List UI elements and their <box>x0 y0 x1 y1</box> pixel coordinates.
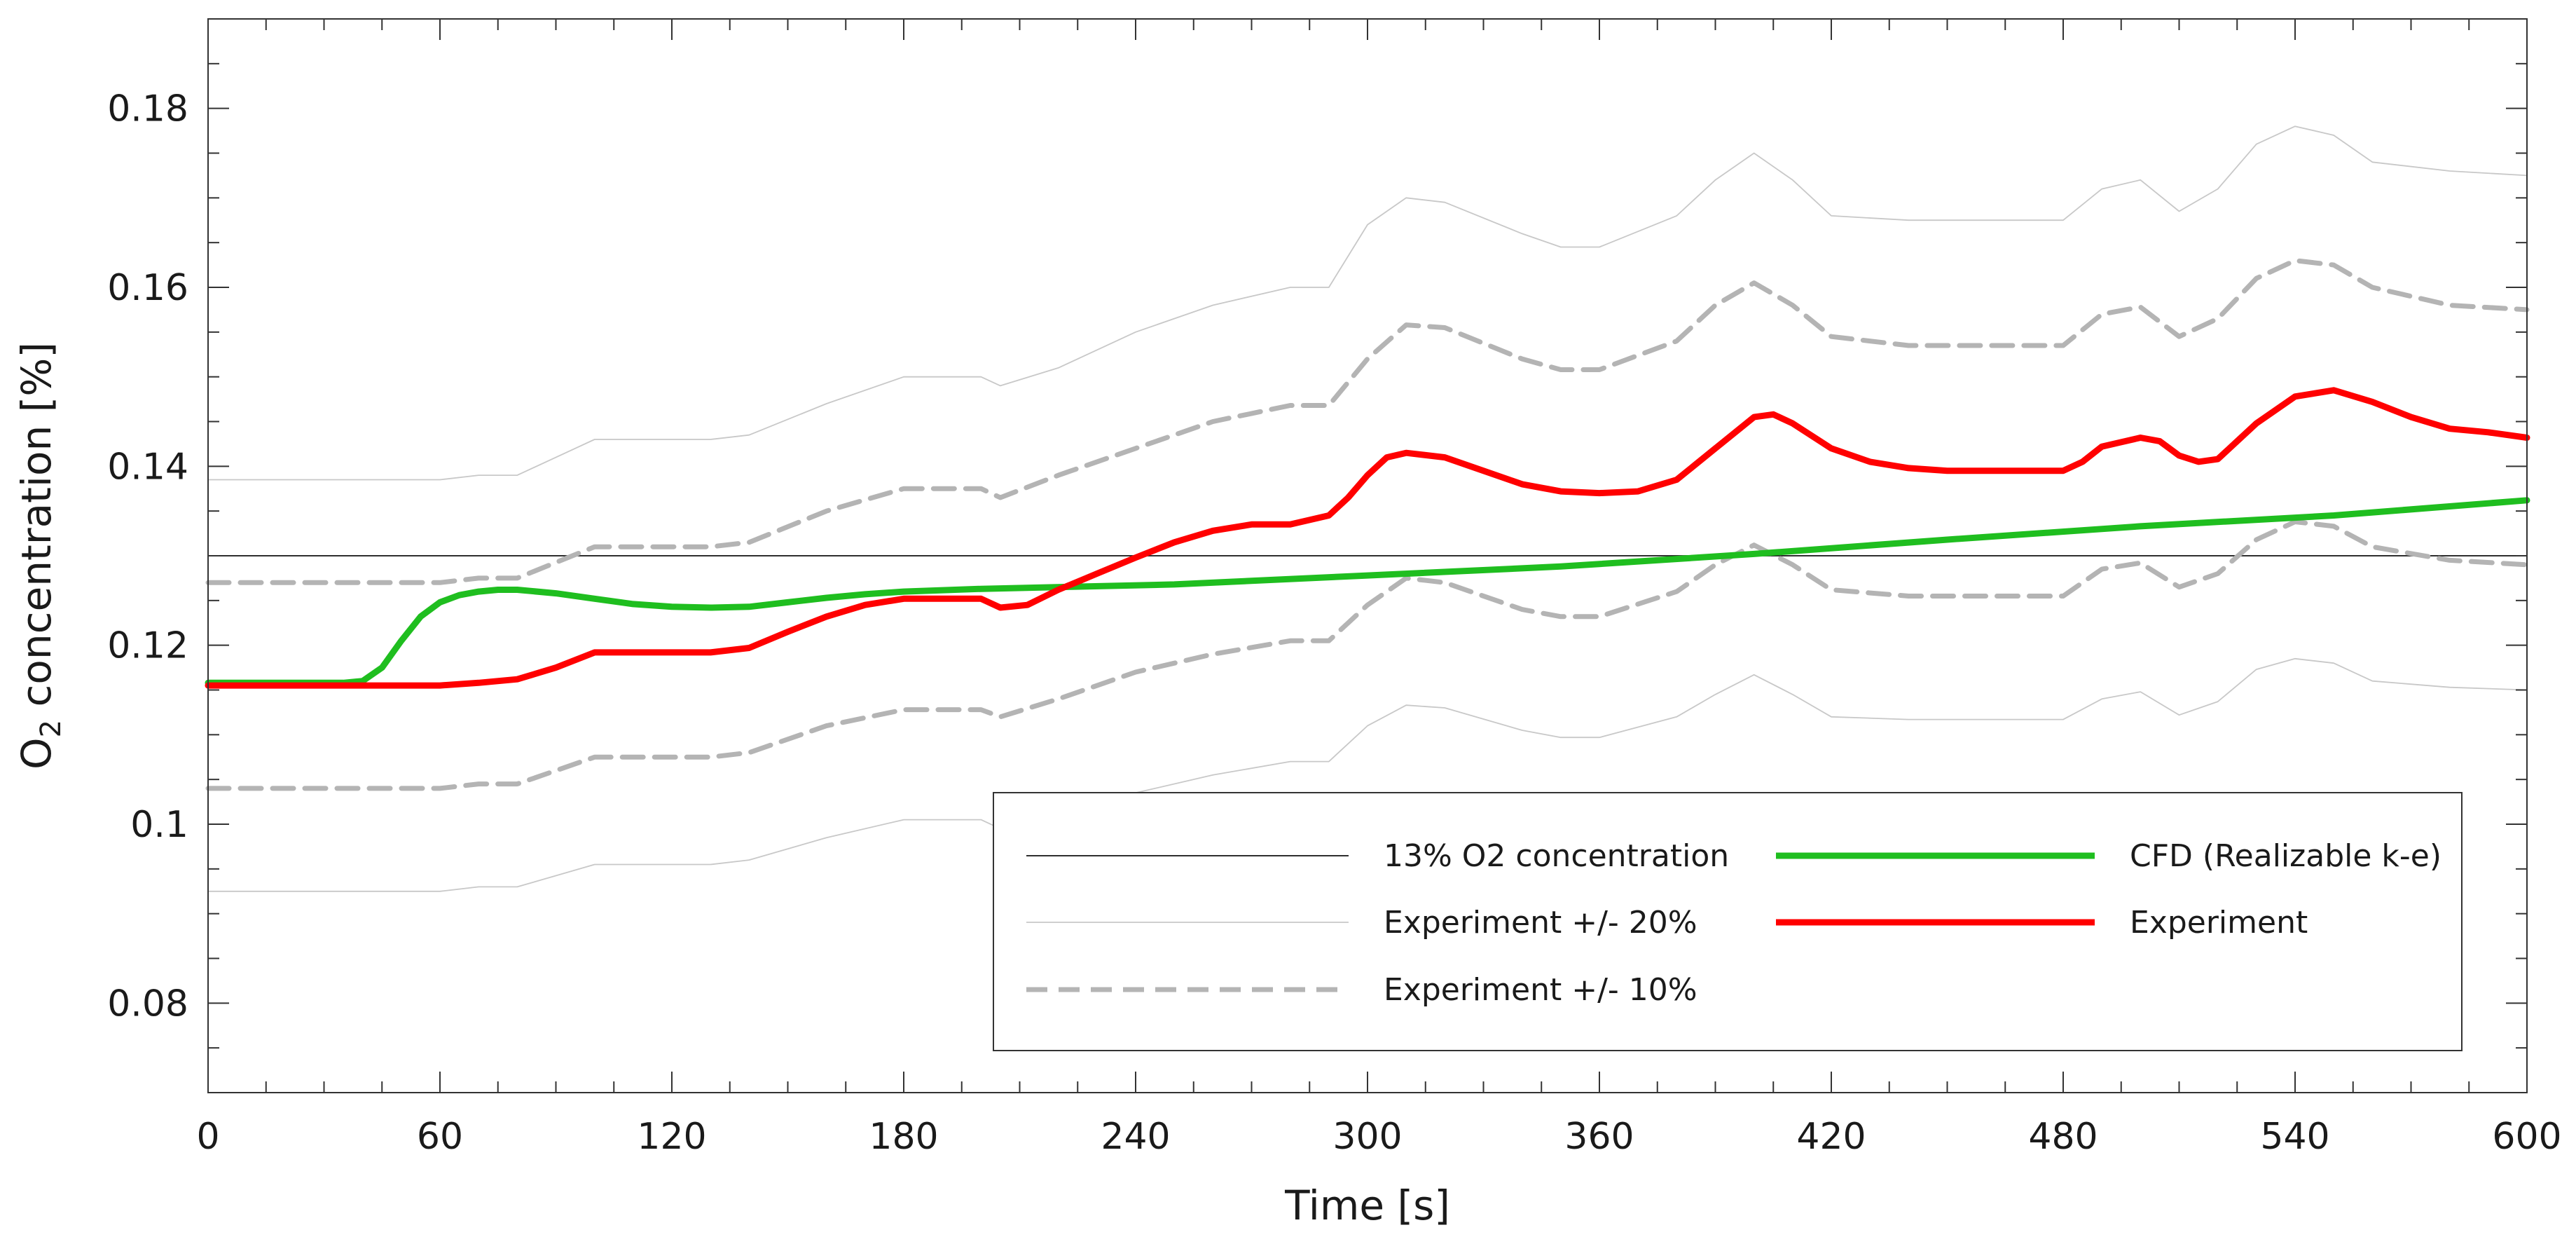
series-line-lower10 <box>205 519 2530 791</box>
y-tick-label-0.12: 0.12 <box>107 625 188 667</box>
series-line-upper20 <box>207 125 2528 481</box>
y-tick-label-0.08: 0.08 <box>107 983 188 1025</box>
x-tick-label-240: 240 <box>1101 1116 1170 1158</box>
tick-labels-layer: 0 60 120 180 240 300 360 420 480 540 600 0.08 0.1 0.1… <box>107 88 2561 1158</box>
y-tick-label-0.18: 0.18 <box>107 88 188 130</box>
series-line-lower20 <box>207 657 2528 892</box>
x-tick-label-180: 180 <box>869 1116 938 1158</box>
series-layer <box>205 125 2530 892</box>
series-line-upper10 <box>205 258 2530 585</box>
y-axis-title-subscript: 2 <box>35 720 67 737</box>
legend-label-cfd: CFD (Realizable k-e) <box>2130 838 2441 874</box>
x-tick-label-0: 0 <box>196 1116 219 1158</box>
series-line-cfd <box>205 497 2530 686</box>
y-tick-label-0.14: 0.14 <box>107 446 188 488</box>
x-axis-title: Time [s] <box>1284 1182 1450 1229</box>
x-tick-label-60: 60 <box>417 1116 463 1158</box>
legend-label-experiment: Experiment <box>2130 905 2308 941</box>
x-tick-label-120: 120 <box>637 1116 706 1158</box>
legend-label-threshold: 13% O2 concentration <box>1384 838 1729 874</box>
x-tick-label-480: 480 <box>2028 1116 2098 1158</box>
y-tick-label-0.1: 0.1 <box>130 804 188 846</box>
ticks-layer <box>207 18 2528 1093</box>
x-tick-label-300: 300 <box>1332 1116 1402 1158</box>
x-tick-label-360: 360 <box>1564 1116 1634 1158</box>
y-axis-title-rest: concentration [%] <box>13 342 60 720</box>
y-axis-title: O2 concentration [%] <box>13 342 67 770</box>
legend: 13% O2 concentration Experiment +/- 20% … <box>993 792 2463 1051</box>
y-axis-title-main: O <box>13 737 60 770</box>
series-line-experiment <box>205 387 2530 689</box>
legend-label-upper10: Experiment +/- 10% <box>1384 972 1697 1008</box>
legend-box <box>993 792 2463 1051</box>
y-tick-label-0.16: 0.16 <box>107 267 188 309</box>
x-tick-label-600: 600 <box>2492 1116 2561 1158</box>
x-tick-label-540: 540 <box>2260 1116 2329 1158</box>
legend-label-upper20: Experiment +/- 20% <box>1384 905 1697 941</box>
x-tick-label-420: 420 <box>1796 1116 1866 1158</box>
